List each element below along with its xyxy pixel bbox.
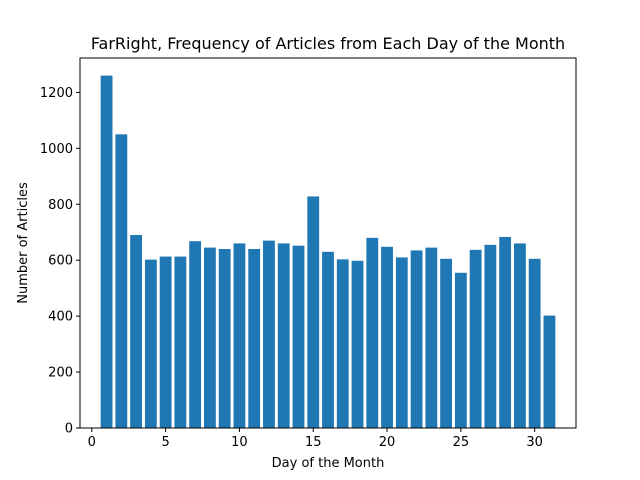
bar-day-29 bbox=[514, 243, 526, 428]
y-tick-label: 0 bbox=[65, 422, 73, 437]
bar-day-11 bbox=[248, 249, 261, 428]
bar-day-14 bbox=[292, 245, 305, 428]
x-tick-label: 10 bbox=[231, 435, 248, 450]
y-tick-label: 1000 bbox=[40, 142, 73, 157]
bar-day-15 bbox=[307, 196, 320, 428]
bar-day-1 bbox=[100, 75, 113, 428]
bar-day-13 bbox=[277, 243, 290, 428]
bar-day-16 bbox=[322, 251, 334, 428]
x-tick-label: 5 bbox=[161, 435, 169, 450]
bar-day-27 bbox=[484, 244, 497, 428]
bar-day-23 bbox=[425, 247, 438, 428]
bars-group bbox=[100, 75, 556, 428]
bar-day-26 bbox=[469, 249, 482, 428]
bar-day-28 bbox=[499, 236, 512, 428]
bar-day-22 bbox=[410, 250, 423, 428]
bar-day-31 bbox=[543, 315, 556, 428]
bar-day-19 bbox=[366, 237, 379, 428]
bar-day-4 bbox=[144, 259, 157, 428]
bar-day-18 bbox=[351, 260, 364, 428]
y-axis-label: Number of Articles bbox=[16, 182, 31, 304]
bar-day-9 bbox=[218, 249, 231, 428]
y-tick-label: 600 bbox=[48, 254, 73, 269]
bar-day-24 bbox=[440, 258, 452, 428]
bar-day-17 bbox=[336, 259, 349, 428]
x-tick-label: 25 bbox=[453, 435, 470, 450]
bar-day-25 bbox=[454, 272, 467, 428]
x-tick-label: 30 bbox=[526, 435, 543, 450]
bar-day-3 bbox=[130, 235, 142, 428]
bar-day-20 bbox=[381, 246, 393, 428]
bar-day-7 bbox=[189, 241, 202, 428]
x-tick-label: 0 bbox=[88, 435, 96, 450]
bar-day-5 bbox=[159, 256, 172, 428]
y-tick-label: 1200 bbox=[40, 86, 73, 101]
bar-day-2 bbox=[115, 134, 128, 428]
x-axis: 0 5 10 15 20 25 30 bbox=[88, 428, 543, 450]
y-tick-label: 200 bbox=[48, 366, 73, 381]
bar-day-8 bbox=[204, 247, 216, 428]
x-tick-label: 15 bbox=[305, 435, 322, 450]
plot-frame bbox=[79, 57, 577, 429]
bar-day-21 bbox=[395, 257, 408, 428]
y-tick-label: 800 bbox=[48, 198, 73, 213]
bar-day-10 bbox=[233, 243, 246, 428]
bar-day-12 bbox=[263, 240, 275, 428]
y-axis: 0 200 400 600 800 1000 1200 bbox=[40, 86, 80, 437]
x-tick-label: 20 bbox=[379, 435, 396, 450]
chart-title: FarRight, Frequency of Articles from Eac… bbox=[91, 34, 565, 53]
x-axis-label: Day of the Month bbox=[272, 456, 385, 471]
bar-day-6 bbox=[174, 256, 187, 428]
bar-day-30 bbox=[528, 258, 541, 428]
y-tick-label: 400 bbox=[48, 310, 73, 325]
